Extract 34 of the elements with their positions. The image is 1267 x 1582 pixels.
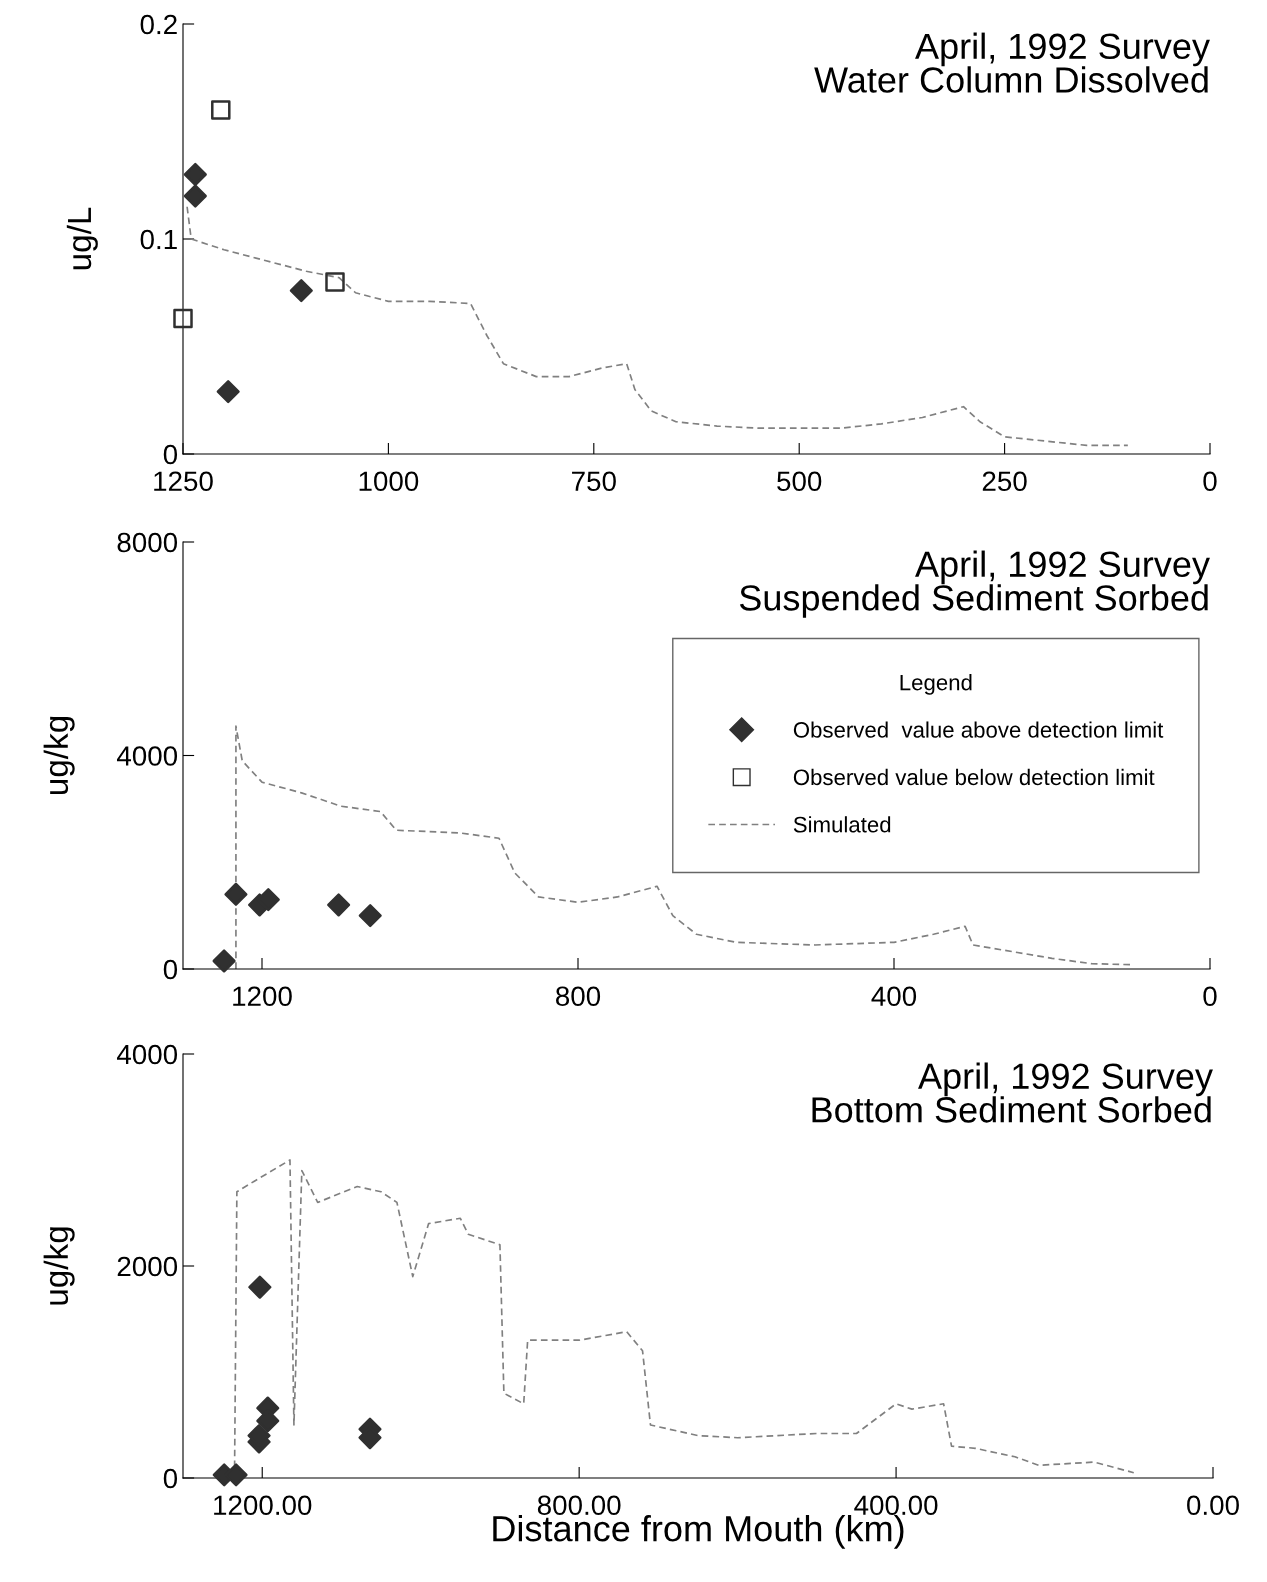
y-tick-label: 4000: [116, 1044, 178, 1065]
y-tick-label: 4000: [116, 746, 178, 766]
y-axis-title: ug/L: [66, 207, 98, 270]
text: April, 1992 Survey Water Column Dissolved: [814, 32, 1210, 93]
x-tick-label: 400.00: [854, 1495, 938, 1516]
x-tick-label: 750: [572, 471, 616, 492]
x-tick-label: 1200.00: [214, 1495, 312, 1516]
y-tick-label: 8000: [117, 532, 178, 553]
x-tick-label: 0: [1203, 986, 1217, 1007]
x-tick-label: 1200: [233, 986, 292, 1007]
y-tick-label: 0: [163, 444, 178, 465]
legend-title: Legend: [900, 674, 972, 695]
text: April, 1992 Survey Suspended Sediment Sorbed: [739, 550, 1210, 618]
text: April, 1992 Survey Bottom Sediment Sorbed: [812, 1062, 1213, 1123]
legend-label: Simulated: [793, 816, 891, 833]
x-tick-label: 800.00: [537, 1495, 621, 1516]
x-tick-label: 500: [777, 471, 822, 492]
x-tick-label: 800: [556, 986, 601, 1007]
y-tick-label: 0.2: [140, 14, 177, 35]
y-tick-label: 2000: [117, 1256, 178, 1277]
x-tick-label: 0: [1203, 471, 1217, 492]
x-tick-label: 0.00: [1187, 1495, 1239, 1516]
y-tick-label: 0: [163, 1468, 178, 1489]
x-axis-title: Distance from Mouth (km): [493, 1515, 904, 1549]
y-axis-title: ug/kg: [43, 1227, 75, 1305]
y-tick-label: 0.1: [140, 229, 177, 250]
x-tick-label: 250: [982, 471, 1027, 492]
x-tick-label: 1000: [359, 471, 419, 492]
legend-label: Observed value below detection limit: [793, 768, 1155, 786]
x-tick-label: 400: [871, 986, 917, 1007]
y-axis-title: ug/kg: [43, 716, 75, 795]
x-tick-label: 1250: [154, 471, 213, 492]
legend-label: Observed value above detection limit: [793, 721, 1164, 738]
y-tick-label: 0: [163, 959, 178, 980]
